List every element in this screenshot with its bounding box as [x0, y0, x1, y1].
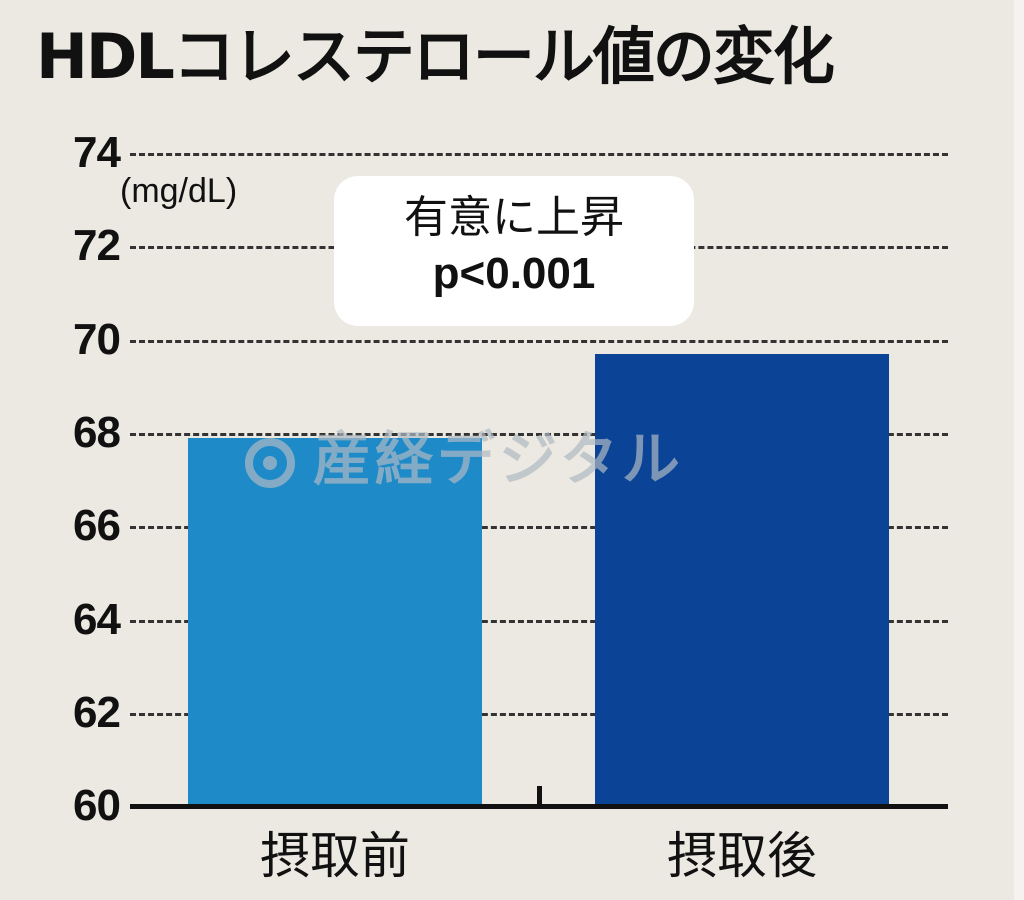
category-label-before: 摂取前 [260, 827, 410, 885]
x-axis-tick [537, 786, 542, 806]
category-label-after: 摂取後 [667, 827, 817, 885]
watermark-text: 産経デジタル [313, 425, 684, 493]
gridline-62 [130, 713, 948, 716]
y-tick-label: 66 [73, 501, 121, 550]
watermark: 産経デジタル [245, 412, 684, 496]
gridline-64 [130, 620, 948, 623]
gridline-66 [130, 526, 948, 529]
bar-before [188, 437, 482, 806]
gridline-74 [130, 153, 948, 156]
y-axis-unit: (mg/dL) [120, 172, 238, 210]
right-edge-strip [1014, 0, 1024, 900]
y-tick-label: 68 [73, 408, 121, 457]
bar-after [595, 353, 889, 806]
x-axis [130, 804, 948, 809]
y-tick-label: 74 [73, 128, 121, 177]
significance-annotation: 有意に上昇 p<0.001 [334, 176, 694, 326]
y-tick-label: 72 [73, 221, 121, 270]
annotation-text: 有意に上昇 [404, 192, 624, 243]
watermark-logo-icon [245, 437, 295, 488]
y-tick-label: 64 [73, 595, 121, 644]
p-value: p<0.001 [432, 249, 596, 298]
gridline-70 [130, 340, 948, 343]
y-tick-label: 60 [73, 781, 121, 830]
gridline-68 [130, 433, 948, 436]
y-tick-label: 62 [73, 688, 121, 737]
y-tick-label: 70 [73, 315, 121, 364]
chart-title: HDLコレステロール値の変化 [36, 20, 835, 93]
